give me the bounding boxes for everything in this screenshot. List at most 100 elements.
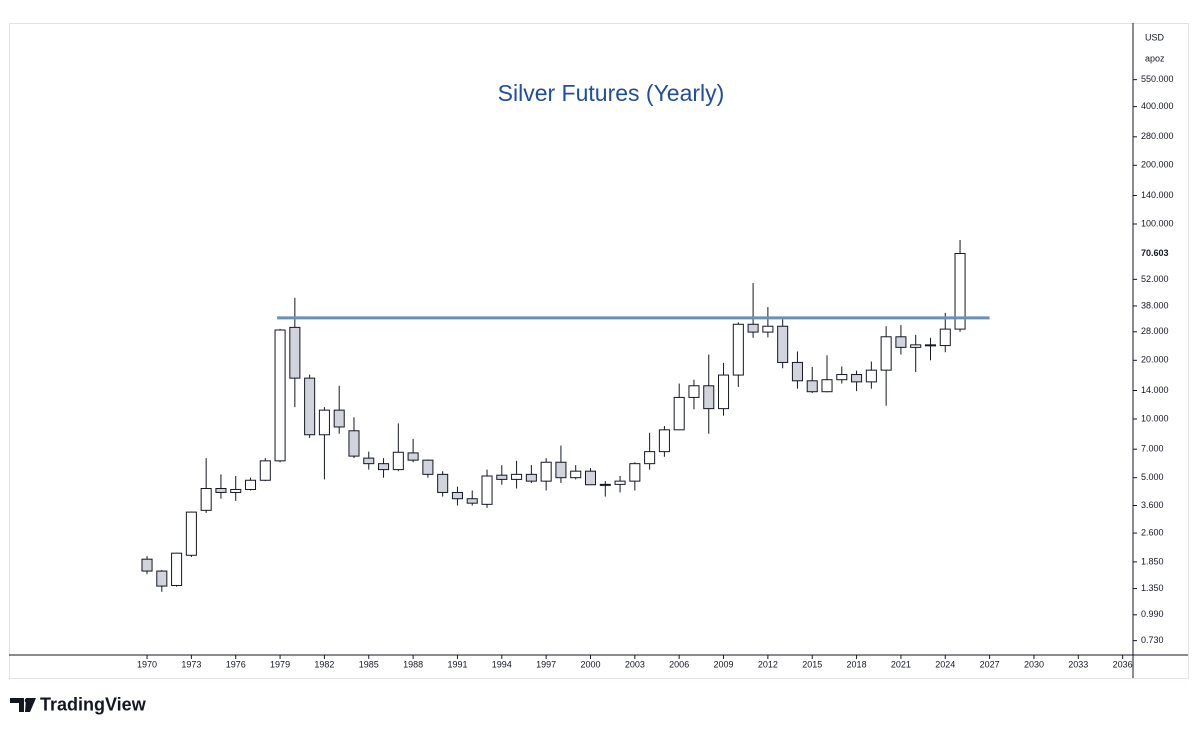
x-tick-label: 2027	[980, 659, 1000, 669]
candle-body	[156, 570, 168, 587]
y-tick-label: 3.600	[1141, 500, 1164, 510]
x-tick-label: 1982	[314, 659, 334, 669]
last-price-label: 70.603	[1141, 248, 1169, 258]
candle-body	[348, 430, 360, 457]
candle-body	[762, 325, 774, 333]
candle-body	[496, 474, 508, 480]
candle-body	[230, 488, 242, 493]
logo-mark	[10, 698, 36, 712]
candle-body	[378, 463, 390, 471]
x-tick-label: 2030	[1024, 659, 1044, 669]
candle-body	[185, 511, 197, 556]
candle-body	[836, 374, 848, 381]
y-tick-label: 100.000	[1141, 218, 1174, 228]
x-tick-label: 1991	[447, 659, 467, 669]
x-tick-label: 2036	[1113, 659, 1133, 669]
currency: USD	[1145, 32, 1165, 42]
logo: TradingView	[10, 694, 147, 714]
logo-dot	[24, 698, 30, 703]
x-tick-label: 2000	[580, 659, 600, 669]
candle-body	[171, 552, 183, 586]
y-tick-label: 400.000	[1141, 101, 1174, 111]
candle-body	[703, 385, 715, 410]
candle-body	[540, 461, 552, 482]
candle-body	[304, 377, 316, 436]
candle-body	[555, 461, 567, 479]
candle-body	[570, 470, 582, 479]
y-tick-label: 10.000	[1141, 413, 1169, 423]
x-tick-label: 1973	[181, 659, 201, 669]
candle-body	[747, 323, 759, 333]
y-tick-label: 140.000	[1141, 190, 1174, 200]
candle-body	[658, 429, 670, 453]
y-tick-label: 200.000	[1141, 160, 1174, 170]
candle-body	[791, 361, 803, 382]
candle-body	[333, 409, 345, 428]
candle-body	[895, 336, 907, 348]
x-tick-label: 2012	[758, 659, 778, 669]
x-tick-label: 1979	[270, 659, 290, 669]
candle-body	[880, 336, 892, 371]
candle-body	[599, 483, 611, 486]
candle-body	[437, 473, 449, 493]
y-tick-label: 0.990	[1141, 609, 1164, 619]
x-tick-label: 2021	[891, 659, 911, 669]
x-tick-label: 2003	[625, 659, 645, 669]
frame	[9, 23, 1189, 679]
candle-body	[584, 470, 597, 486]
unit: apoz	[1145, 53, 1165, 63]
candle-body	[407, 452, 419, 461]
candle-body	[910, 344, 922, 348]
y-tick-label: 20.000	[1141, 355, 1169, 365]
y-tick-label: 52.000	[1141, 274, 1169, 284]
y-tick-label: 28.000	[1141, 326, 1169, 336]
y-tick-label: 14.000	[1141, 385, 1169, 395]
candle-body	[806, 380, 818, 393]
candle-body	[274, 329, 286, 462]
candle-body	[954, 252, 966, 330]
candle-body	[688, 385, 700, 398]
y-tick-label: 280.000	[1141, 131, 1174, 141]
y-tick-label: 1.350	[1141, 583, 1164, 593]
candle-body	[451, 491, 463, 500]
x-tick-label: 1994	[492, 659, 512, 669]
candle-body	[289, 326, 301, 379]
candle-body	[244, 479, 257, 490]
chart-title: Silver Futures (Yearly)	[498, 80, 725, 106]
candle-body	[851, 374, 863, 383]
candle-body	[466, 498, 478, 504]
candle-body	[481, 475, 493, 505]
y-tick-label: 5.000	[1141, 472, 1164, 482]
candle-body	[392, 451, 404, 471]
x-tick-label: 2024	[935, 659, 955, 669]
brand: TradingView	[40, 694, 147, 714]
candle-body	[732, 323, 744, 376]
y-tick-label: 2.600	[1141, 527, 1164, 537]
x-tick-label: 1988	[403, 659, 423, 669]
candle-body	[644, 451, 656, 465]
y-tick-label: 7.000	[1141, 444, 1164, 454]
candle-body	[215, 488, 227, 493]
x-tick-label: 2018	[847, 659, 867, 669]
candle-body	[924, 344, 937, 347]
x-tick-label: 2009	[714, 659, 734, 669]
candle-body	[141, 558, 153, 572]
candle-body	[511, 473, 523, 480]
candle-body	[363, 457, 375, 465]
candle-body	[318, 409, 330, 436]
y-tick-label: 38.000	[1141, 300, 1169, 310]
x-tick-label: 1976	[226, 659, 246, 669]
candle-body	[259, 460, 271, 481]
candle-body	[939, 328, 951, 347]
y-tick-label: 1.850	[1141, 556, 1164, 566]
candle-body	[525, 473, 537, 482]
y-tick-label: 550.000	[1141, 74, 1174, 84]
x-tick-label: 2033	[1068, 659, 1088, 669]
x-tick-label: 2006	[669, 659, 689, 669]
candle-body	[865, 369, 877, 383]
candle-body	[200, 488, 212, 511]
candle-body	[777, 325, 789, 363]
candle-body	[629, 463, 641, 482]
x-tick-label: 1997	[536, 659, 556, 669]
